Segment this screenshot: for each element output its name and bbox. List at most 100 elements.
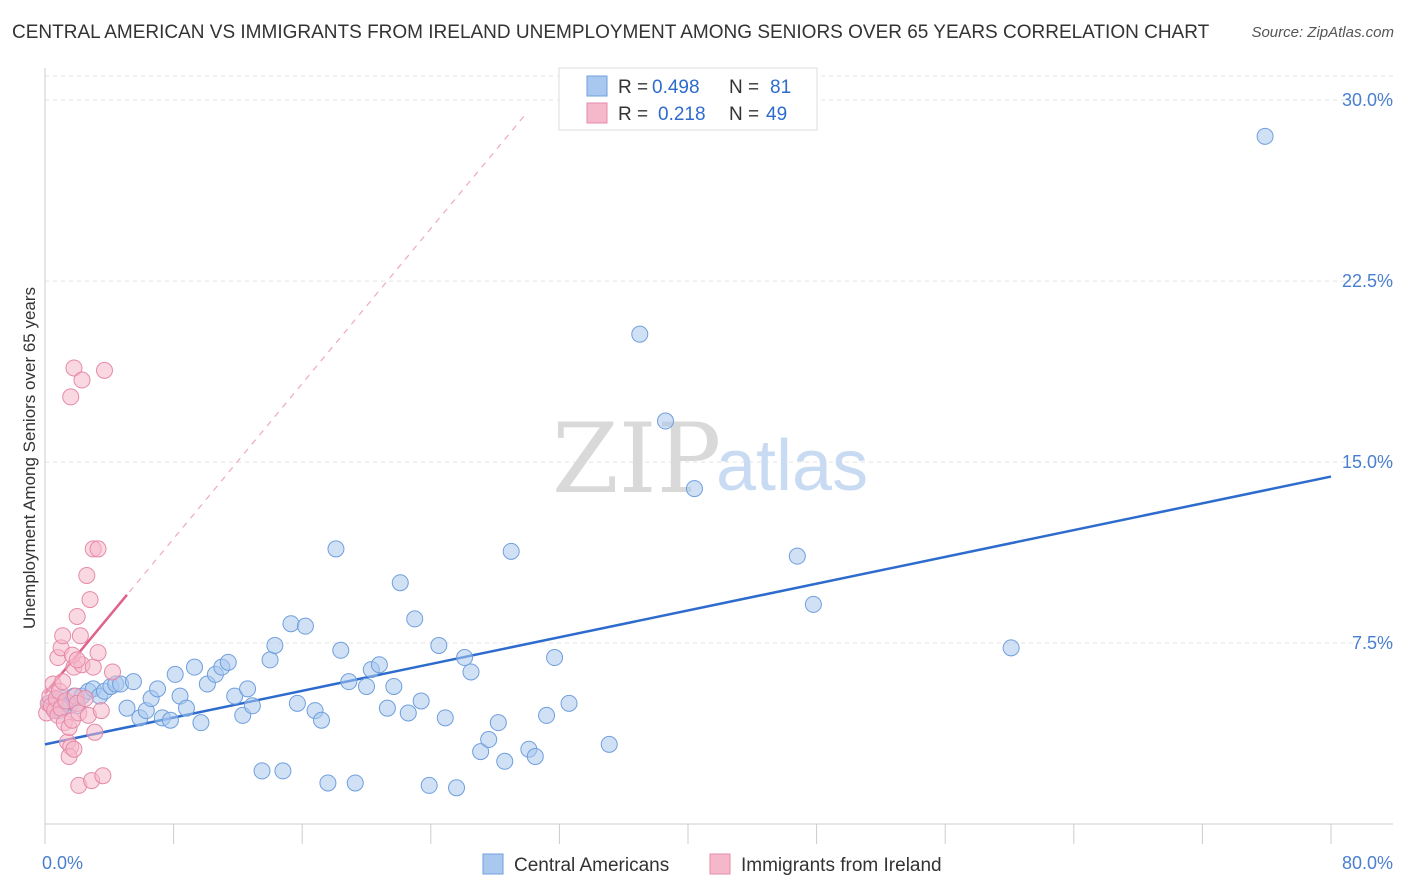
data-point (502, 542, 520, 560)
legend-r-label: R = (618, 104, 648, 125)
data-point (86, 723, 104, 741)
data-point (346, 774, 364, 792)
data-point (253, 762, 271, 780)
x-tick-labels: 0.0% 80.0% (42, 853, 1393, 873)
data-point (332, 641, 350, 659)
y-tick-label: 7.5% (1352, 633, 1393, 653)
legend-n-value: 81 (770, 77, 791, 98)
source-label: Source: ZipAtlas.com (1251, 24, 1394, 41)
data-point (631, 325, 649, 343)
data-points (38, 127, 1274, 797)
data-point (68, 651, 86, 669)
series-immigrants-from-ireland (38, 359, 122, 794)
y-tick-label: 22.5% (1342, 271, 1393, 291)
data-point (412, 692, 430, 710)
watermark-zip: ZIP (552, 403, 721, 515)
data-point (448, 779, 466, 797)
data-point (161, 711, 179, 729)
data-point (462, 663, 480, 681)
legend: R = 0.498 N = 81 R = 0.218 N = 49 (558, 67, 818, 131)
data-point (378, 699, 396, 717)
data-point (104, 663, 122, 681)
data-point (538, 706, 556, 724)
data-point (319, 774, 337, 792)
data-point (54, 673, 72, 691)
data-point (54, 627, 72, 645)
legend-swatch-central-americans (586, 75, 608, 97)
data-point (472, 743, 490, 761)
data-point (76, 690, 94, 708)
data-point (327, 540, 345, 558)
watermark-atlas: atlas (716, 426, 868, 506)
legend-n-value: 49 (766, 104, 787, 125)
data-point (95, 361, 113, 379)
legend-r-label: R = (618, 77, 648, 98)
data-point (399, 704, 417, 722)
data-point (406, 610, 424, 628)
data-point (296, 617, 314, 635)
data-point (358, 677, 375, 695)
watermark: ZIP atlas (552, 403, 868, 515)
data-point (89, 540, 107, 558)
data-point (226, 687, 244, 705)
data-point (274, 762, 292, 780)
data-point (78, 566, 96, 584)
data-point (177, 699, 195, 717)
data-point (261, 651, 279, 669)
data-point (65, 740, 83, 758)
data-point (385, 677, 403, 695)
data-point (266, 636, 284, 654)
data-point (312, 711, 330, 729)
data-point (496, 752, 514, 770)
data-point (65, 359, 83, 377)
bottom-legend-label-immigrants-from-ireland: Immigrants from Ireland (741, 855, 942, 876)
data-point (239, 680, 257, 698)
data-point (166, 665, 184, 683)
data-point (489, 714, 507, 732)
data-point (1256, 127, 1274, 145)
data-point (288, 694, 306, 712)
data-point (89, 644, 107, 662)
data-point (185, 658, 203, 676)
data-point (73, 371, 91, 389)
legend-n-label: N = (729, 77, 759, 98)
data-point (430, 636, 448, 654)
data-point (546, 649, 564, 667)
bottom-legend: Central Americans Immigrants from Irelan… (482, 853, 942, 876)
data-point (391, 574, 409, 592)
data-point (526, 747, 544, 765)
data-point (92, 702, 110, 720)
data-point (656, 412, 674, 430)
data-point (219, 653, 237, 671)
data-point (340, 673, 358, 691)
data-point (685, 480, 703, 498)
data-point (1002, 639, 1020, 657)
y-tick-label: 30.0% (1342, 90, 1393, 110)
x-tick-label: 80.0% (1342, 853, 1393, 873)
grid-lines (45, 75, 1393, 644)
legend-r-value: 0.218 (658, 104, 706, 125)
bottom-legend-swatch-central-americans (482, 853, 504, 875)
data-point (560, 694, 578, 712)
data-point (788, 547, 806, 565)
data-point (456, 649, 474, 667)
data-point (804, 595, 822, 613)
data-point (118, 699, 136, 717)
data-point (192, 714, 210, 732)
data-point (420, 776, 438, 794)
legend-swatch-immigrants-from-ireland (586, 102, 608, 124)
data-point (62, 388, 80, 406)
data-point (68, 607, 86, 625)
data-point (124, 673, 142, 691)
data-point (149, 680, 167, 698)
data-point (84, 658, 102, 676)
chart-title: CENTRAL AMERICAN VS IMMIGRANTS FROM IREL… (12, 22, 1210, 43)
data-point (81, 591, 99, 609)
y-tick-labels: 7.5% 15.0% 22.5% 30.0% (1342, 90, 1393, 653)
y-axis-label: Unemployment Among Seniors over 65 years (20, 287, 39, 629)
data-point (71, 627, 89, 645)
data-point (370, 656, 388, 674)
bottom-legend-swatch-immigrants-from-ireland (709, 853, 731, 875)
x-tick-label: 0.0% (42, 853, 83, 873)
